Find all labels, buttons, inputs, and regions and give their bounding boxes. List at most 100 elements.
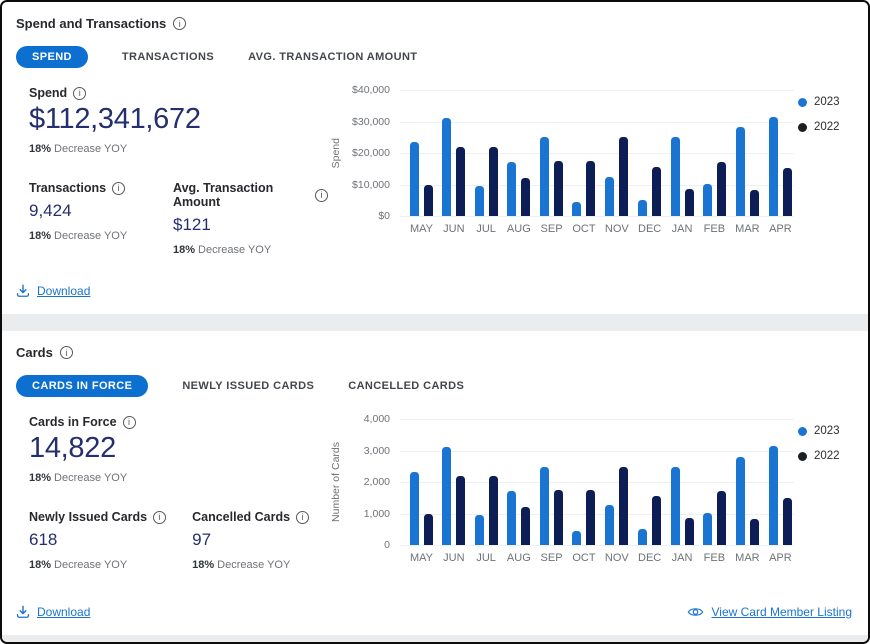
chart-legend: 2023 2022: [798, 90, 852, 256]
view-card-member-listing-link[interactable]: View Card Member Listing: [687, 605, 852, 619]
bar-group-jun: JUN: [442, 90, 466, 236]
bar-2022-mar[interactable]: [749, 190, 759, 216]
eye-icon: [688, 608, 704, 616]
bar-2022-jul[interactable]: [488, 146, 498, 216]
bar-2022-jun[interactable]: [456, 146, 466, 216]
bar-2023-nov[interactable]: [605, 176, 615, 216]
bar-2023-nov[interactable]: [605, 505, 615, 545]
bar-2023-mar[interactable]: [735, 456, 745, 545]
y-axis-tick: 4,000: [363, 413, 390, 425]
transactions-stat-value: 9,424: [29, 201, 72, 220]
tab-transactions[interactable]: TRANSACTIONS: [122, 46, 214, 68]
bar-2023-jun[interactable]: [442, 118, 452, 216]
info-icon[interactable]: i: [153, 510, 167, 524]
bars: [572, 419, 596, 545]
bar-2022-sep[interactable]: [554, 489, 564, 545]
bar-2023-jan[interactable]: [670, 137, 680, 216]
bar-2022-jul[interactable]: [488, 475, 498, 545]
gridline: [400, 545, 794, 546]
legend-item-2022[interactable]: 2022: [798, 450, 852, 462]
info-icon[interactable]: i: [122, 415, 136, 429]
info-icon[interactable]: i: [59, 346, 73, 359]
gridline: [400, 482, 794, 483]
x-axis-label: SEP: [540, 552, 563, 564]
bar-2023-dec[interactable]: [638, 528, 648, 545]
bar-2022-feb[interactable]: [716, 161, 726, 216]
bar-2022-oct[interactable]: [586, 160, 596, 216]
info-icon[interactable]: i: [315, 188, 328, 202]
bar-2022-nov[interactable]: [619, 137, 629, 216]
tab-spend[interactable]: SPEND: [16, 46, 88, 68]
download-link[interactable]: Download: [16, 605, 90, 619]
bar-2023-oct[interactable]: [572, 530, 582, 545]
bar-2023-aug[interactable]: [507, 162, 517, 216]
delta-text: Decrease YOY: [198, 244, 272, 256]
legend-item-2023[interactable]: 2023: [798, 96, 852, 108]
tab-newly-issued-cards[interactable]: NEWLY ISSUED CARDS: [182, 375, 314, 397]
bar-2022-may[interactable]: [424, 184, 434, 216]
spend-transactions-panel: Spend and Transactions i SPEND TRANSACTI…: [2, 2, 868, 314]
bar-2023-feb[interactable]: [702, 512, 712, 545]
bar-group-may: MAY: [410, 419, 433, 565]
bar-2022-oct[interactable]: [586, 489, 596, 545]
bar-2023-mar[interactable]: [735, 126, 745, 216]
bar-2023-apr[interactable]: [768, 446, 778, 545]
legend-dot: [798, 426, 807, 436]
tab-cancelled-cards[interactable]: CANCELLED CARDS: [348, 375, 464, 397]
bar-group-may: MAY: [410, 90, 433, 236]
bar-2023-sep[interactable]: [540, 466, 550, 545]
download-link-label: Download: [37, 284, 91, 298]
bars: [768, 90, 792, 216]
bar-2023-apr[interactable]: [768, 117, 778, 216]
bar-2022-feb[interactable]: [716, 491, 726, 545]
info-icon[interactable]: i: [173, 17, 187, 30]
y-axis-tick: $0: [378, 210, 390, 222]
bars: [572, 90, 596, 216]
bar-2022-aug[interactable]: [521, 507, 531, 545]
bars: [605, 90, 629, 216]
bar-2023-jan[interactable]: [670, 466, 680, 545]
spend-stat-delta: 18% Decrease YOY: [29, 143, 328, 155]
legend-label: 2022: [814, 121, 840, 133]
bar-2022-jan[interactable]: [684, 517, 694, 545]
spend-panel-title-text: Spend and Transactions: [16, 16, 167, 31]
gridline: [400, 450, 794, 452]
bar-2023-sep[interactable]: [540, 137, 550, 216]
legend-item-2023[interactable]: 2023: [798, 425, 852, 437]
transactions-stat-delta: 18% Decrease YOY: [29, 230, 147, 242]
info-icon[interactable]: i: [296, 510, 310, 524]
download-link[interactable]: Download: [16, 284, 90, 298]
bar-2023-dec[interactable]: [638, 200, 648, 216]
bar-2022-jun[interactable]: [456, 475, 466, 545]
bar-2022-mar[interactable]: [749, 519, 759, 545]
bar-2023-oct[interactable]: [572, 201, 582, 216]
bar-2023-feb[interactable]: [702, 183, 712, 216]
info-icon[interactable]: i: [73, 86, 87, 100]
bar-2023-may[interactable]: [410, 141, 420, 216]
bar-2022-nov[interactable]: [619, 466, 629, 545]
bar-2023-may[interactable]: [410, 471, 420, 545]
info-icon[interactable]: i: [112, 181, 126, 195]
bar-2022-jan[interactable]: [684, 188, 694, 216]
bar-2022-sep[interactable]: [554, 160, 564, 216]
bar-2022-apr[interactable]: [782, 168, 792, 216]
cards-tabs: CARDS IN FORCE NEWLY ISSUED CARDS CANCEL…: [16, 375, 852, 397]
tab-avg-transaction-amount[interactable]: AVG. TRANSACTION AMOUNT: [248, 46, 417, 68]
bar-group-dec: DEC: [638, 90, 661, 236]
bar-2023-aug[interactable]: [507, 491, 517, 545]
legend-item-2022[interactable]: 2022: [798, 121, 852, 133]
avg-transaction-amount-stat-delta: 18% Decrease YOY: [173, 244, 328, 256]
bar-2022-aug[interactable]: [521, 178, 531, 216]
tab-cards-in-force[interactable]: CARDS IN FORCE: [16, 375, 149, 397]
bar-2023-jul[interactable]: [474, 515, 484, 545]
x-axis-label: NOV: [604, 223, 629, 235]
bar-2022-apr[interactable]: [782, 497, 792, 545]
bar-2023-jul[interactable]: [474, 186, 484, 216]
bar-2023-jun[interactable]: [442, 447, 452, 545]
bar-2022-dec[interactable]: [652, 496, 662, 545]
bar-2022-dec[interactable]: [652, 167, 662, 216]
cards-content: Cards in Force i 14,822 18% Decrease YOY …: [16, 411, 852, 571]
y-axis-tick: $20,000: [352, 147, 390, 159]
bar-group-aug: AUG: [507, 419, 531, 565]
bar-2022-may[interactable]: [424, 513, 434, 545]
